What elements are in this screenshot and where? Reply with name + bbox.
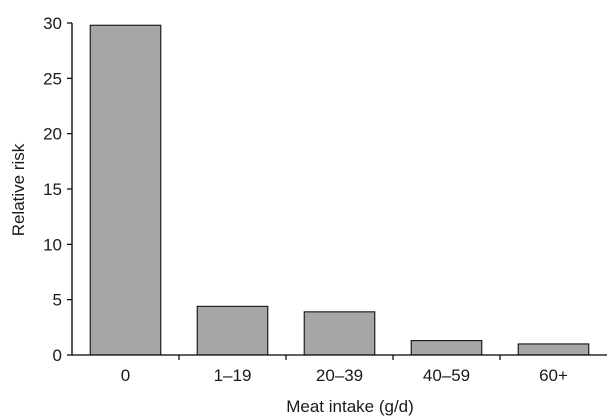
bar bbox=[196, 305, 269, 356]
y-tick-label: 15 bbox=[43, 180, 62, 199]
x-tick-label: 40–59 bbox=[423, 366, 470, 385]
bar bbox=[89, 24, 162, 356]
x-tick-label: 1–19 bbox=[214, 366, 252, 385]
bar bbox=[410, 340, 483, 356]
x-tick-group: 0 1–19 20–39 40–59 60+ bbox=[121, 355, 568, 385]
x-tick-label: 60+ bbox=[539, 366, 568, 385]
y-tick-label: 10 bbox=[43, 235, 62, 254]
x-axis-label: Meat intake (g/d) bbox=[286, 397, 414, 416]
y-tick-group: 0 5 10 15 20 25 30 bbox=[43, 14, 72, 365]
y-axis-label: Relative risk bbox=[9, 143, 28, 236]
y-tick-label: 20 bbox=[43, 125, 62, 144]
x-tick-label: 20–39 bbox=[316, 366, 363, 385]
bar bbox=[517, 343, 590, 356]
bar bbox=[303, 311, 376, 356]
x-tick-label: 0 bbox=[121, 366, 130, 385]
y-tick-label: 0 bbox=[53, 346, 62, 365]
y-tick-label: 5 bbox=[53, 291, 62, 310]
y-tick-label: 30 bbox=[43, 14, 62, 33]
y-tick-label: 25 bbox=[43, 69, 62, 88]
bar-group bbox=[89, 24, 590, 356]
